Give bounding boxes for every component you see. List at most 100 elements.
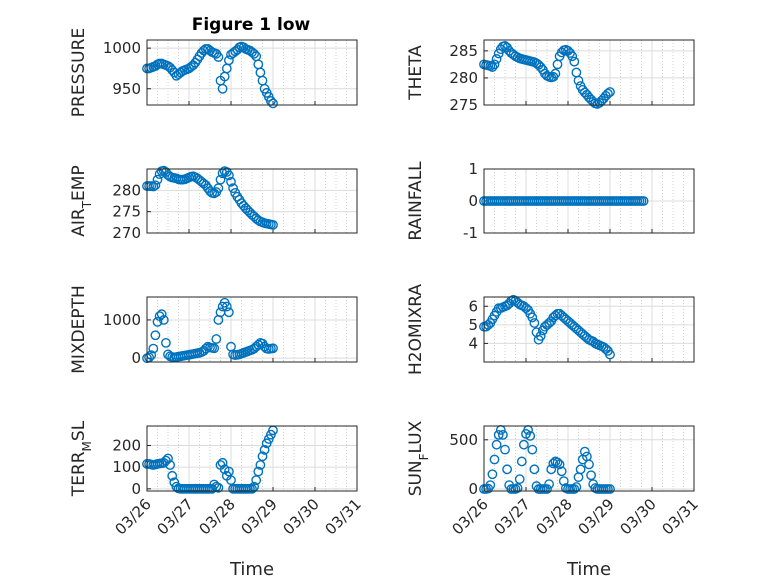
y-axis-label: SUNFLUX — [406, 420, 431, 496]
data-point — [569, 484, 580, 494]
data-point — [213, 52, 224, 62]
y-tick-label: 1 — [468, 160, 478, 178]
y-tick-label: 0 — [468, 192, 478, 210]
y-tick-label: 275 — [112, 203, 141, 221]
data-point — [215, 174, 226, 185]
y-tick-label: -1 — [463, 224, 478, 242]
data-point — [211, 334, 222, 344]
data-point — [491, 54, 502, 64]
axes-frame — [483, 168, 695, 234]
data-point — [223, 466, 234, 477]
data-point — [491, 439, 502, 450]
data-point — [226, 176, 236, 187]
data-point — [500, 444, 510, 455]
y-axis-label: AIRTEMP — [69, 165, 94, 236]
y-tick-label: 275 — [449, 96, 478, 114]
data-point — [542, 484, 552, 494]
axes-frame — [146, 39, 358, 106]
data-point — [249, 48, 260, 59]
data-point — [489, 454, 500, 465]
y-tick-label: 1000 — [103, 39, 141, 57]
data-point — [525, 430, 536, 441]
data-point — [148, 343, 159, 354]
data-point — [603, 88, 613, 99]
data-point — [213, 482, 224, 493]
axes-frame — [146, 425, 358, 492]
data-point — [217, 83, 228, 94]
data-point — [573, 75, 584, 86]
y-tick-label: 285 — [449, 42, 478, 60]
data-point — [527, 312, 538, 323]
data-point — [544, 479, 554, 490]
data-point — [148, 181, 159, 192]
data-point — [556, 466, 567, 477]
data-point — [575, 464, 586, 475]
y-tick-label: 0 — [468, 480, 478, 498]
data-point — [485, 480, 496, 490]
data-point — [268, 98, 278, 109]
data-point — [156, 309, 167, 320]
y-axis-label: RAINFALL — [406, 161, 426, 241]
data-point — [519, 439, 529, 450]
data-point — [223, 170, 234, 181]
data-point — [546, 464, 557, 475]
data-point — [638, 196, 649, 206]
axes-frame — [146, 296, 358, 363]
data-point — [569, 56, 580, 67]
y-tick-label: 200 — [112, 437, 141, 455]
y-tick-label: 950 — [112, 80, 141, 98]
data-point — [251, 475, 262, 486]
data-point — [605, 87, 615, 97]
data-point — [152, 316, 163, 327]
data-point — [535, 331, 546, 341]
subplot-3: 270 275 280 AIRTEMP — [69, 165, 358, 242]
y-tick-label: 0 — [131, 480, 141, 498]
data-point — [487, 469, 498, 480]
data-point — [150, 180, 161, 191]
y-tick-label: 1000 — [103, 311, 141, 329]
data-point — [497, 429, 508, 440]
y-tick-label: 4 — [468, 334, 478, 352]
data-point — [226, 475, 236, 486]
y-tick-label: 280 — [449, 69, 478, 87]
data-point — [253, 339, 264, 350]
y-tick-label: 270 — [112, 224, 141, 242]
data-point — [150, 330, 161, 341]
data-point — [268, 343, 278, 354]
y-tick-label: 500 — [449, 431, 478, 449]
data-point — [247, 483, 257, 494]
subplot-5: 0 1000 MIXDEPTH — [69, 285, 358, 374]
y-tick-label: 6 — [468, 297, 478, 315]
data-point — [554, 459, 565, 470]
data-point — [259, 444, 270, 455]
y-axis-label: MIXDEPTH — [69, 285, 89, 374]
y-axis-label: PRESSURE — [69, 28, 89, 117]
data-point — [268, 219, 278, 230]
data-point — [584, 459, 594, 470]
data-point — [548, 458, 559, 469]
data-point — [217, 457, 228, 468]
data-point — [253, 466, 264, 477]
data-point — [255, 460, 266, 470]
data-point — [579, 446, 590, 457]
data-point — [487, 62, 498, 72]
x-axis-label: Time — [229, 559, 274, 580]
y-axis-label: H2OMIXRA — [406, 284, 426, 375]
y-axis-label: THETA — [406, 45, 426, 101]
data-point — [257, 451, 268, 462]
data-point — [163, 453, 173, 464]
y-axis-label: TERRMSL — [69, 420, 94, 497]
data-point — [586, 470, 596, 481]
data-point — [221, 301, 232, 312]
data-point — [223, 55, 234, 66]
data-point — [158, 315, 169, 325]
subplot-6: 456 H2OMIXRA — [406, 284, 695, 375]
data-point — [223, 307, 234, 318]
subplot-1: 950 1000 PRESSURE — [69, 28, 358, 117]
subplot-2: 275 280 285 THETA — [406, 39, 695, 114]
y-tick-label: 5 — [468, 316, 478, 334]
y-tick-label: 0 — [131, 349, 141, 367]
data-point — [512, 483, 523, 493]
data-point — [529, 464, 540, 475]
